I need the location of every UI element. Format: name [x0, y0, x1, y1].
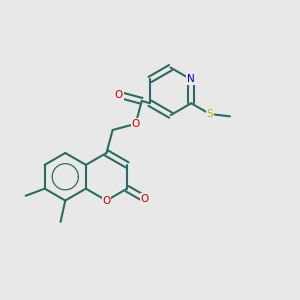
- Text: O: O: [115, 90, 123, 100]
- Text: O: O: [131, 119, 140, 129]
- Text: O: O: [102, 196, 111, 206]
- Text: O: O: [140, 194, 149, 204]
- Text: S: S: [206, 109, 213, 119]
- Text: N: N: [187, 74, 195, 85]
